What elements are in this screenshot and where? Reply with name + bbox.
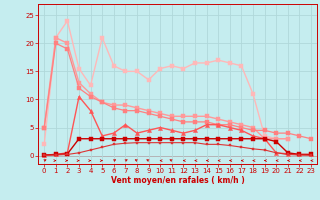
X-axis label: Vent moyen/en rafales ( km/h ): Vent moyen/en rafales ( km/h ) xyxy=(111,176,244,185)
